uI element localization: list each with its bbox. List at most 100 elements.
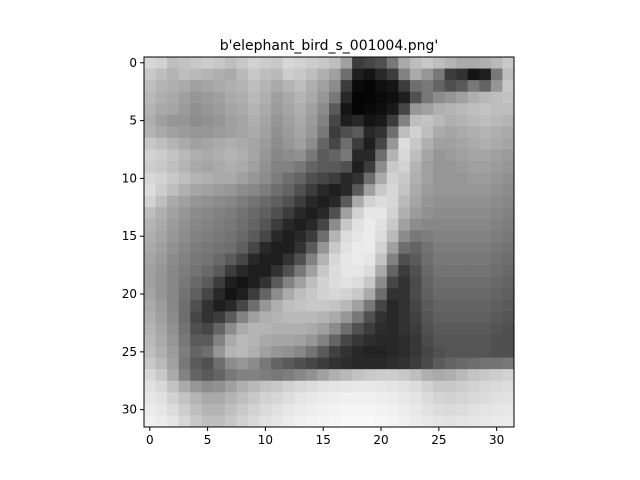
heatmap-cell <box>248 415 261 428</box>
heatmap-cell <box>421 230 434 243</box>
heatmap-cell <box>317 207 330 220</box>
heatmap-cell <box>421 265 434 278</box>
heatmap-cell <box>201 103 214 116</box>
heatmap-cell <box>178 369 191 382</box>
heatmap-cell <box>144 114 156 127</box>
heatmap-cell <box>144 207 156 220</box>
heatmap-cell <box>248 288 261 301</box>
heatmap-cell <box>201 114 214 127</box>
heatmap-cell <box>409 380 422 393</box>
heatmap-cell <box>502 114 515 127</box>
heatmap-cell <box>329 346 341 359</box>
heatmap-cell <box>305 265 318 278</box>
heatmap-cell <box>490 242 503 254</box>
heatmap-cell <box>282 392 295 405</box>
heatmap-cell <box>433 415 446 428</box>
heatmap-cell <box>467 392 480 405</box>
heatmap-cell <box>398 299 411 312</box>
heatmap-cell <box>155 403 168 416</box>
heatmap-cell <box>456 346 469 359</box>
heatmap-cell <box>352 357 365 370</box>
heatmap-cell <box>178 380 191 393</box>
heatmap-cell <box>178 357 191 370</box>
heatmap-cell <box>490 346 503 359</box>
heatmap-cell <box>178 276 191 289</box>
heatmap-cell <box>433 299 446 312</box>
heatmap-cell <box>444 103 457 116</box>
heatmap-cell <box>479 137 492 150</box>
heatmap-cell <box>375 195 388 208</box>
heatmap-cell <box>282 230 295 243</box>
heatmap-cell <box>282 357 295 370</box>
heatmap-cell <box>467 311 480 324</box>
heatmap-cell <box>363 357 376 370</box>
heatmap-cell <box>398 276 411 289</box>
heatmap-cell <box>236 380 249 393</box>
heatmap-cell <box>352 415 365 428</box>
heatmap-cell <box>144 392 156 405</box>
heatmap-cell <box>329 311 341 324</box>
heatmap-cell <box>479 288 492 301</box>
heatmap-cell <box>213 288 226 301</box>
heatmap-cell <box>282 403 295 416</box>
heatmap-cell <box>467 103 480 116</box>
heatmap-cell <box>340 126 353 139</box>
heatmap-cell <box>479 369 492 382</box>
heatmap-cell <box>444 114 457 127</box>
heatmap-cell <box>144 57 156 69</box>
heatmap-cell <box>329 299 341 312</box>
heatmap-cell <box>213 68 226 81</box>
heatmap-cell <box>444 172 457 185</box>
heatmap-cell <box>224 299 237 312</box>
heatmap-cell <box>213 369 226 382</box>
heatmap-cell <box>178 392 191 405</box>
heatmap-cell <box>167 207 180 220</box>
heatmap-cell <box>340 415 353 428</box>
heatmap-cell <box>305 276 318 289</box>
heatmap-cell <box>329 322 341 335</box>
heatmap-cell <box>305 91 318 104</box>
heatmap-cell <box>178 137 191 150</box>
heatmap-cell <box>224 161 237 174</box>
heatmap-cell <box>213 103 226 116</box>
heatmap-cell <box>224 230 237 243</box>
heatmap-cell <box>479 57 492 69</box>
heatmap-cell <box>490 184 503 197</box>
heatmap-cell <box>340 68 353 81</box>
heatmap-cell <box>294 253 307 266</box>
heatmap-cell <box>167 392 180 405</box>
heatmap-cell <box>352 68 365 81</box>
heatmap-cell <box>329 230 341 243</box>
heatmap-cell <box>294 195 307 208</box>
heatmap-cell <box>375 322 388 335</box>
heatmap-cell <box>421 184 434 197</box>
heatmap-cell <box>444 334 457 347</box>
heatmap-cell <box>305 346 318 359</box>
heatmap-cell <box>201 276 214 289</box>
y-axis: 0 5 10 15 20 25 30 <box>122 56 144 417</box>
heatmap-cell <box>386 369 399 382</box>
heatmap-cell <box>282 68 295 81</box>
heatmap-cell <box>201 299 214 312</box>
heatmap-cell <box>409 242 422 254</box>
heatmap-cell <box>294 288 307 301</box>
heatmap-cell <box>282 415 295 428</box>
heatmap-cell <box>456 230 469 243</box>
heatmap-cell <box>213 57 226 69</box>
heatmap-cell <box>467 80 480 93</box>
heatmap-cell <box>294 57 307 69</box>
heatmap-cell <box>213 80 226 93</box>
heatmap-cell <box>190 114 203 127</box>
heatmap-cell <box>317 288 330 301</box>
heatmap-cell <box>248 126 261 139</box>
heatmap-cell <box>317 68 330 81</box>
heatmap-cell <box>421 195 434 208</box>
heatmap-cell <box>409 276 422 289</box>
heatmap-cell <box>259 126 272 139</box>
heatmap-cell <box>433 334 446 347</box>
heatmap-cell <box>421 172 434 185</box>
heatmap-cell <box>398 114 411 127</box>
heatmap-cell <box>398 392 411 405</box>
heatmap-cell <box>363 91 376 104</box>
heatmap-cell <box>421 288 434 301</box>
